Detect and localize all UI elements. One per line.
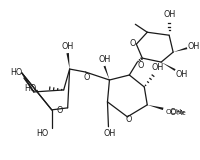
Text: Me: Me: [175, 110, 185, 116]
Polygon shape: [172, 47, 186, 52]
Text: HO: HO: [10, 68, 22, 76]
Text: OH: OH: [162, 10, 174, 19]
Text: O: O: [129, 39, 135, 48]
Text: O: O: [136, 61, 143, 70]
Text: O: O: [125, 115, 131, 124]
Text: O: O: [168, 108, 175, 117]
Text: OH: OH: [103, 129, 115, 138]
Text: O: O: [83, 72, 89, 81]
Polygon shape: [160, 62, 175, 71]
Text: OH: OH: [61, 42, 73, 51]
Text: OCH₃: OCH₃: [164, 109, 184, 115]
Polygon shape: [66, 53, 69, 69]
Text: OH: OH: [98, 55, 110, 64]
Text: OH: OH: [150, 63, 163, 72]
Text: HO,: HO,: [24, 84, 39, 93]
Polygon shape: [147, 105, 163, 110]
Text: OH: OH: [187, 42, 199, 51]
Text: OH: OH: [175, 70, 187, 79]
Polygon shape: [103, 66, 109, 80]
Text: O: O: [56, 106, 63, 115]
Text: HO: HO: [36, 129, 49, 138]
